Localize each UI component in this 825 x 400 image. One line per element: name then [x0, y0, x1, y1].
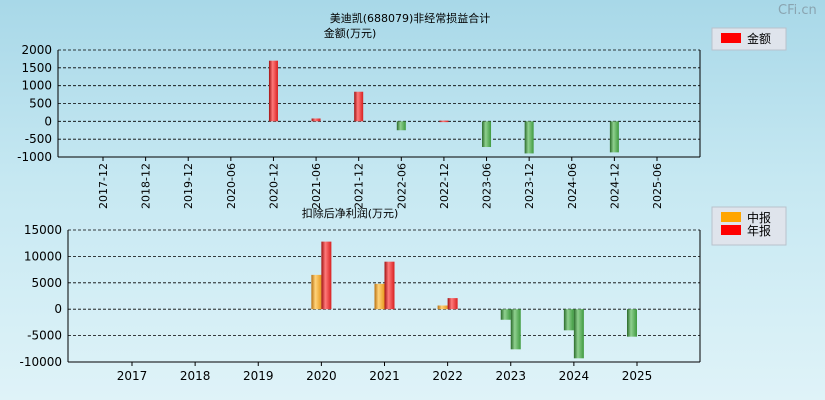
legend-swatch: [721, 33, 741, 43]
y-tick-label: 10000: [24, 249, 62, 263]
y-tick-label: 0: [44, 114, 52, 128]
bar-中报-2021: [374, 283, 385, 310]
y-tick-label: 1500: [21, 61, 52, 75]
bar-年报-2024: [573, 309, 584, 359]
bar-金额-2023-12: [524, 121, 534, 154]
y-tick-label: -5000: [27, 329, 62, 343]
x-tick-label: 2024: [559, 369, 590, 383]
bar-中报-2024: [563, 309, 574, 331]
bar-金额-2023-06: [482, 121, 492, 148]
bar-中报-2020: [311, 274, 322, 310]
bar-金额-2024-12: [609, 121, 619, 153]
legend-label: 金额: [747, 31, 771, 46]
x-tick-label: 2021: [369, 369, 400, 383]
x-tick-label: 2024-06: [566, 163, 579, 209]
x-tick-label: 2017: [117, 369, 148, 383]
x-tick-label: 2018-12: [140, 163, 153, 209]
x-tick-label: 2021-12: [353, 163, 366, 209]
bar-中报-2023: [500, 309, 511, 320]
x-tick-label: 2024-12: [608, 163, 621, 209]
x-tick-label: 2022: [432, 369, 463, 383]
y-tick-label: 0: [54, 302, 62, 316]
y-tick-label: 2000: [21, 43, 52, 57]
y-tick-label: 1000: [21, 79, 52, 93]
bar-金额-2021-06: [311, 118, 321, 122]
x-tick-label: 2023-12: [523, 163, 536, 209]
bar-年报-2021: [384, 261, 395, 310]
y-tick-label: 500: [29, 97, 52, 111]
bar-年报-2023: [510, 309, 521, 350]
chart-nonrecurring: 美迪凯(688079)非经常损益合计 金额(万元) 2000 1500 1000 50…: [17, 11, 787, 209]
x-tick-label: 2023-06: [481, 163, 494, 209]
x-tick-label: 2018: [180, 369, 211, 383]
x-tick-label: 2025-06: [651, 163, 664, 209]
chart1-legend: 金额: [711, 27, 787, 51]
y-tick-label: -1000: [17, 150, 52, 164]
legend-label: 年报: [747, 223, 771, 238]
x-tick-label: 2025: [622, 369, 653, 383]
x-tick-label: 2019: [243, 369, 274, 383]
x-tick-label: 2021-06: [310, 163, 323, 209]
x-tick-label: 2023: [495, 369, 526, 383]
x-tick-label: 2020-12: [267, 163, 280, 209]
bar-年报-2020: [321, 241, 332, 310]
bar-金额-2021-12: [354, 91, 364, 122]
x-tick-label: 2017-12: [97, 163, 110, 209]
legend-swatch: [721, 225, 741, 235]
legend-label: 中报: [747, 210, 771, 225]
chart1-ylabel: 金额(万元): [324, 26, 377, 40]
bar-年报-2022: [447, 298, 458, 310]
chart2-title: 扣除后净利润(万元): [302, 206, 399, 220]
legend-swatch: [721, 212, 741, 222]
y-tick-label: -500: [25, 132, 52, 146]
bar-金额-2020-12: [268, 60, 278, 122]
y-tick-label: 15000: [24, 223, 62, 237]
x-tick-label: 2020: [306, 369, 337, 383]
bar-金额-2022-12: [439, 120, 449, 123]
chart-net-profit: 扣除后净利润(万元) 15000 10000 5000 0 -5000 -10000 201…: [19, 206, 787, 383]
x-tick-label: 2020-06: [225, 163, 238, 209]
y-tick-label: 5000: [31, 276, 62, 290]
x-tick-label: 2022-06: [395, 163, 408, 209]
x-tick-label: 2019-12: [182, 163, 195, 209]
bar-中报-2025: [627, 309, 637, 337]
bar-中报-2022: [437, 305, 448, 310]
bar-金额-2022-06: [396, 121, 406, 131]
watermark: CFi.cn: [778, 3, 817, 18]
chart1-title: 美迪凯(688079)非经常损益合计: [330, 11, 491, 25]
x-tick-label: 2022-12: [438, 163, 451, 209]
y-tick-label: -10000: [19, 355, 62, 369]
